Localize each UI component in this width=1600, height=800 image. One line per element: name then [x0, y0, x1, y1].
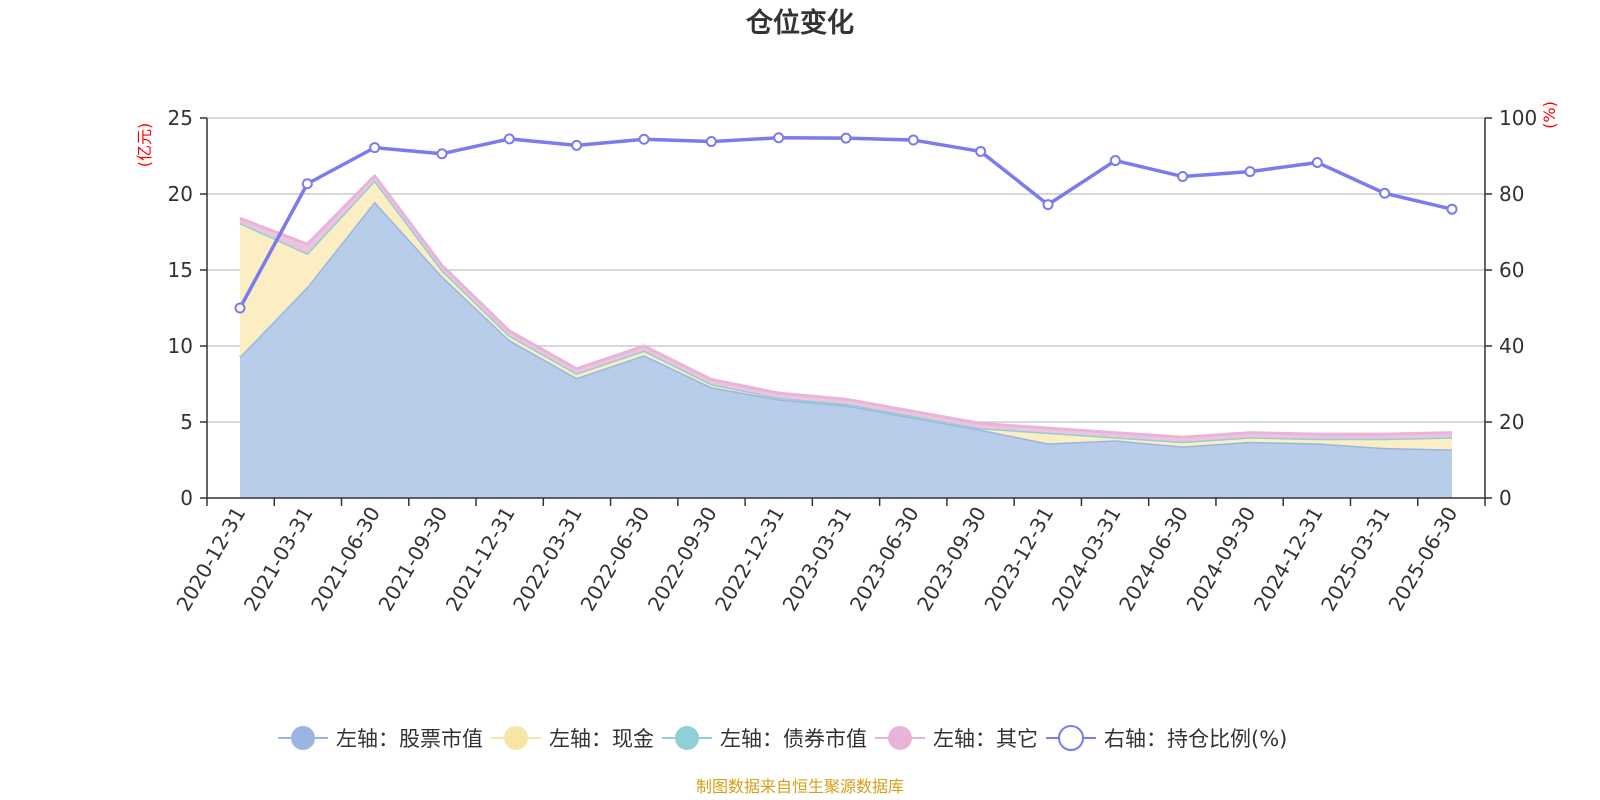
right-tick-label: 40 — [1499, 334, 1524, 358]
left-tick-label: 20 — [168, 182, 193, 206]
legend-marker — [504, 726, 528, 750]
x-tick-label: 2020-12-31 — [171, 503, 250, 616]
ratio-point — [840, 132, 852, 144]
ratio-point — [503, 133, 515, 145]
ratio-point — [1042, 199, 1054, 211]
x-tick-label: 2023-09-30 — [912, 503, 991, 616]
legend-label: 左轴：债券市值 — [720, 727, 867, 751]
x-tick-label: 2021-06-30 — [306, 503, 385, 616]
ratio-point — [1109, 155, 1121, 167]
ratio-point — [436, 148, 448, 160]
ratio-point — [975, 145, 987, 157]
legend-item[interactable]: 左轴：债券市值 — [662, 726, 867, 751]
right-tick-label: 100 — [1499, 106, 1537, 130]
ratio-point — [369, 142, 381, 154]
ratio-point — [301, 178, 313, 190]
area-左轴：现金 — [240, 180, 1452, 450]
x-tick-label: 2021-12-31 — [441, 503, 520, 616]
ratio-point — [907, 134, 919, 146]
legend-item[interactable]: 左轴：现金 — [491, 726, 654, 751]
left-tick-label: 25 — [168, 106, 193, 130]
legend-label: 左轴：现金 — [549, 727, 654, 751]
ratio-point — [1177, 171, 1189, 183]
x-tick-label: 2023-03-31 — [777, 503, 856, 616]
ratio-point — [773, 132, 785, 144]
x-tick-label: 2022-06-30 — [575, 503, 654, 616]
ratio-point — [1379, 187, 1391, 199]
x-tick-label: 2022-03-31 — [508, 503, 587, 616]
ratio-point — [234, 302, 246, 314]
legend: 左轴：股票市值 左轴：现金 左轴：债券市值 左轴：其它 右轴：持仓比例(%) — [278, 725, 1287, 751]
ratio-point — [1446, 203, 1458, 215]
legend-label: 左轴：股票市值 — [336, 727, 483, 751]
legend-item[interactable]: 右轴：持仓比例(%) — [1046, 725, 1287, 751]
ratio-point — [638, 133, 650, 145]
right-tick-label: 20 — [1499, 410, 1524, 434]
legend-label: 左轴：其它 — [933, 727, 1038, 751]
legend-marker — [291, 726, 315, 750]
x-tick-label: 2023-12-31 — [979, 503, 1058, 616]
area-左轴：股票市值 — [240, 201, 1452, 498]
ratio-point — [1244, 166, 1256, 178]
right-tick-label: 60 — [1499, 258, 1524, 282]
left-tick-label: 5 — [180, 410, 193, 434]
x-tick-label: 2022-09-30 — [643, 503, 722, 616]
x-tick-label: 2025-03-31 — [1316, 503, 1395, 616]
ratio-point — [1311, 156, 1323, 168]
chart-title: 仓位变化 — [745, 7, 854, 39]
x-tick-label: 2021-03-31 — [239, 503, 318, 616]
source-note: 制图数据来自恒生聚源数据库 — [696, 777, 904, 796]
x-tick-label: 2024-03-31 — [1047, 503, 1126, 616]
x-tick-label: 2023-06-30 — [845, 503, 924, 616]
ratio-point — [705, 136, 717, 148]
legend-item[interactable]: 左轴：其它 — [875, 726, 1038, 751]
x-tick-label: 2021-09-30 — [373, 503, 452, 616]
legend-item[interactable]: 左轴：股票市值 — [278, 726, 483, 751]
legend-label: 右轴：持仓比例(%) — [1104, 727, 1287, 751]
legend-marker — [1058, 725, 1084, 751]
right-axis-unit: (%) — [1540, 101, 1559, 129]
legend-marker — [888, 726, 912, 750]
area-edge-左轴：其它 — [239, 174, 1453, 439]
x-tick-label: 2024-12-31 — [1249, 503, 1328, 616]
x-tick-label: 2022-12-31 — [710, 503, 789, 616]
x-tick-label: 2024-09-30 — [1181, 503, 1260, 616]
area-左轴：其它 — [240, 175, 1452, 442]
x-tick-label: 2025-06-30 — [1383, 503, 1462, 616]
stacked-areas — [238, 174, 1453, 498]
x-tick-label: 2024-06-30 — [1114, 503, 1193, 616]
ratio-line — [234, 132, 1458, 314]
left-tick-label: 0 — [180, 486, 193, 510]
legend-marker — [675, 726, 699, 750]
right-tick-label: 0 — [1499, 486, 1512, 510]
right-tick-label: 80 — [1499, 182, 1524, 206]
left-tick-label: 10 — [168, 334, 193, 358]
left-axis-unit: (亿元) — [135, 123, 154, 168]
ratio-point — [571, 139, 583, 151]
left-tick-label: 15 — [168, 258, 193, 282]
